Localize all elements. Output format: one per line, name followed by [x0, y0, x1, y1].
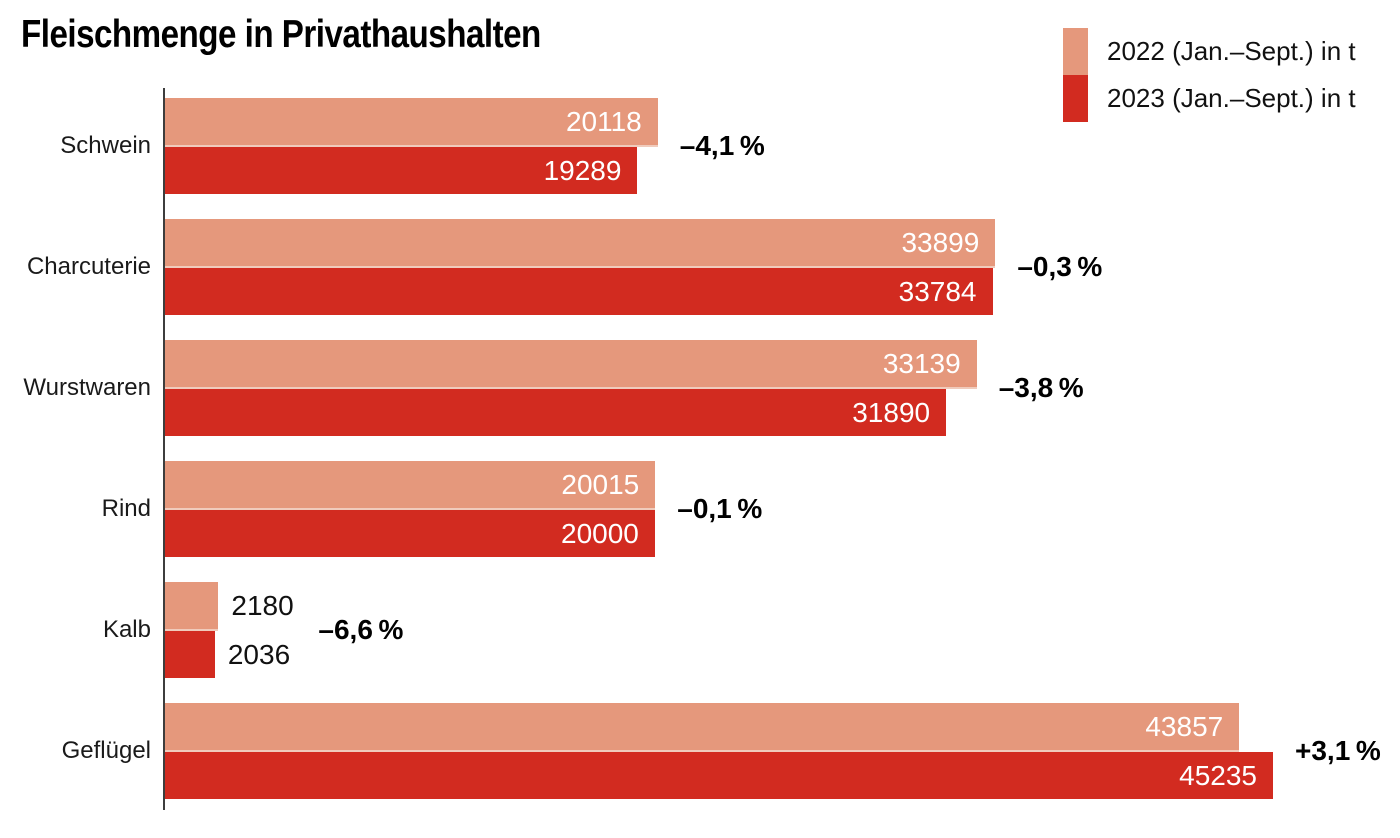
bar-row: Schwein 20118 19289 –4,1 %: [60, 98, 1395, 194]
percent-change-label: –3,8 %: [998, 372, 1084, 403]
bar-divider: [165, 145, 658, 147]
bar-2022: 20015: [165, 461, 656, 508]
bar-divider: [165, 508, 656, 510]
bar-2022: 20118: [165, 98, 658, 145]
y-axis-line: [163, 88, 165, 810]
category-label: Wurstwaren: [23, 374, 151, 401]
bar-divider: [165, 266, 996, 268]
bar-2022: [165, 582, 219, 629]
category-label: Rind: [101, 495, 151, 522]
bar-2023: [165, 631, 215, 678]
bar-2022: 33899: [165, 219, 996, 266]
legend-item-2023: 2023 (Jan.–Sept.) in t: [1063, 75, 1356, 122]
legend-item-2022: 2022 (Jan.–Sept.) in t: [1063, 28, 1356, 75]
bar-2022: 43857: [165, 703, 1240, 750]
legend-swatch-2023: [1063, 75, 1088, 122]
bar-row: Geflügel 43857 45235 +3,1 %: [62, 703, 1395, 799]
bar-row: Kalb 2180 2036 –6,6 %: [103, 582, 1395, 678]
bar-value-2022: 20118: [565, 106, 642, 137]
bar-divider: [165, 750, 1240, 752]
bar-row: Wurstwaren 33139 31890 –3,8 %: [23, 340, 1395, 436]
legend: 2022 (Jan.–Sept.) in t 2023 (Jan.–Sept.)…: [1063, 28, 1356, 122]
bar-row: Charcuterie 33899 33784 –0,3 %: [27, 219, 1395, 315]
chart-title: Fleischmenge in Privathaushalten: [21, 13, 541, 56]
bar-value-2023: 45235: [1179, 760, 1257, 791]
bar-rows-container: Schwein 20118 19289 –4,1 % Charcuterie 33899 3…: [23, 98, 1395, 810]
bar-value-2022: 2180: [231, 590, 294, 621]
percent-change-label: +3,1 %: [1295, 735, 1381, 766]
bar-value-2023: 31890: [852, 397, 931, 428]
bar-value-2022: 20015: [561, 469, 640, 500]
bar-2023: 31890: [165, 389, 947, 436]
bar-2022: 33139: [165, 340, 977, 387]
category-label: Charcuterie: [26, 253, 151, 280]
bar-value-2023: 33784: [898, 276, 977, 307]
bar-2023: 20000: [165, 510, 655, 557]
legend-label-2023: 2023 (Jan.–Sept.) in t: [1107, 83, 1356, 113]
bar-value-2023: 19289: [543, 155, 622, 186]
category-label: Schwein: [60, 132, 151, 159]
bar-row: Rind 20015 20000 –0,1 %: [102, 461, 1395, 557]
bar-divider: [165, 629, 219, 631]
percent-change-label: –6,6 %: [318, 614, 404, 645]
bar-value-2023: 20000: [561, 518, 639, 549]
bar-value-2022: 33139: [882, 348, 961, 379]
bar-2023: 33784: [165, 268, 993, 315]
percent-change-label: –0,1 %: [677, 493, 763, 524]
percent-change-label: –4,1 %: [679, 130, 765, 161]
category-label: Geflügel: [61, 737, 151, 764]
bar-divider: [165, 387, 977, 389]
bar-value-2022: 33899: [901, 227, 980, 258]
bar-value-2023: 2036: [227, 639, 291, 670]
bar-2023: 19289: [165, 147, 638, 194]
bar-2023: 45235: [165, 752, 1273, 799]
category-label: Kalb: [102, 616, 151, 643]
bar-value-2022: 43857: [1145, 711, 1224, 742]
legend-label-2022: 2022 (Jan.–Sept.) in t: [1107, 36, 1356, 66]
percent-change-label: –0,3 %: [1017, 251, 1103, 282]
legend-swatch-2022: [1063, 28, 1088, 75]
